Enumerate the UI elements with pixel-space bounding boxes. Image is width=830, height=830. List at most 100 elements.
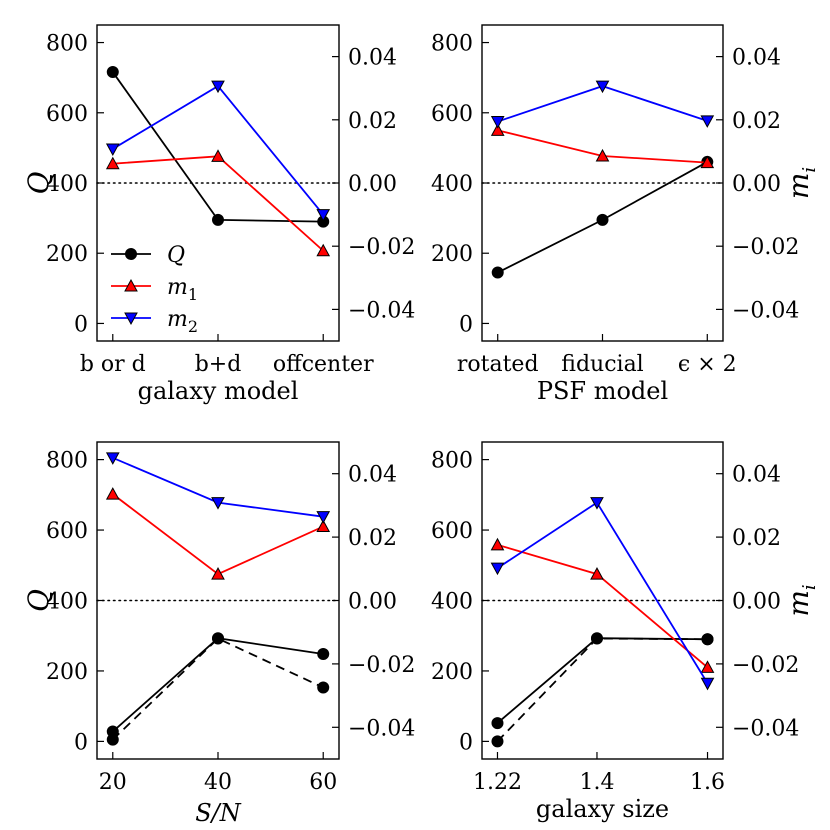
y2-axis-label: mi bbox=[782, 584, 820, 616]
y-tick-label: 600 bbox=[431, 102, 473, 127]
y-tick-label: 0 bbox=[74, 730, 88, 755]
y2-tick-label: 0.02 bbox=[348, 109, 397, 134]
legend-label: m2 bbox=[167, 307, 198, 336]
x-tick-label: 40 bbox=[204, 770, 232, 795]
x-axis-label: galaxy size bbox=[536, 795, 669, 823]
series-line-m2 bbox=[496, 501, 709, 684]
x-tick-label: offcenter bbox=[273, 352, 374, 377]
marker-m2 bbox=[316, 209, 331, 222]
y-tick-label: 600 bbox=[431, 519, 473, 544]
marker-m2 bbox=[490, 562, 505, 576]
y-tick-label: 800 bbox=[431, 32, 473, 57]
plot-frame bbox=[96, 24, 340, 342]
y2-tick-label: 0.00 bbox=[732, 590, 781, 615]
marker-m1 bbox=[490, 537, 505, 551]
x-tick-label: 20 bbox=[99, 770, 127, 795]
y2-tick-label: 0.04 bbox=[732, 463, 781, 488]
legend-label: Q bbox=[167, 243, 185, 268]
marker-m2 bbox=[211, 497, 225, 510]
x-tick-label: ϵ × 2 bbox=[678, 352, 737, 377]
y2-tick-label: 0.04 bbox=[348, 46, 397, 71]
series-line-q bbox=[496, 637, 708, 724]
y-tick-label: 0 bbox=[74, 312, 88, 337]
y-tick-label: 200 bbox=[431, 242, 473, 267]
marker-q bbox=[317, 648, 330, 661]
chart-panel-2: 0 200 400 600 800 0.04 0.02 0.00 −0.02 −0.04 rotat… bbox=[431, 24, 820, 405]
y2-tick-label: −0.04 bbox=[348, 716, 415, 741]
marker-q bbox=[212, 213, 224, 226]
plot-frame bbox=[96, 441, 340, 760]
marker-q bbox=[491, 266, 504, 279]
y-tick-label: 200 bbox=[431, 660, 473, 685]
marker-q-dashed- bbox=[317, 681, 330, 694]
marker-m2 bbox=[105, 452, 120, 465]
marker-m1 bbox=[316, 519, 331, 533]
x-tick-label: 60 bbox=[309, 770, 337, 795]
marker-q-dashed- bbox=[701, 633, 714, 646]
marker-m1 bbox=[316, 243, 331, 257]
y2-tick-label: 0.04 bbox=[348, 463, 397, 488]
y-tick-label: 400 bbox=[46, 590, 88, 615]
y-tick-label: 800 bbox=[431, 449, 473, 474]
y2-tick-label: −0.02 bbox=[732, 235, 799, 260]
y-tick-label: 200 bbox=[46, 660, 88, 685]
y-tick-label: 800 bbox=[46, 449, 88, 474]
y2-tick-label: −0.02 bbox=[732, 653, 799, 678]
y-tick-label: 0 bbox=[459, 312, 473, 337]
y2-tick-label: −0.02 bbox=[348, 235, 415, 260]
plot-frame bbox=[481, 441, 724, 760]
y2-tick-label: 0.00 bbox=[348, 590, 397, 615]
marker-m2 bbox=[700, 677, 715, 691]
marker-m2 bbox=[490, 116, 505, 129]
y-axis-label: Q bbox=[22, 589, 55, 612]
marker-m1 bbox=[105, 156, 120, 170]
marker-m2 bbox=[590, 497, 604, 510]
marker-m2 bbox=[211, 80, 225, 94]
legend-marker bbox=[124, 312, 138, 326]
chart-panel-1: 0 200 400 600 800 0.04 0.02 0.00 −0.02 −0.04 b or … bbox=[22, 24, 415, 405]
plot-frame bbox=[481, 24, 724, 342]
marker-m1 bbox=[595, 148, 610, 162]
marker-m1 bbox=[211, 149, 225, 162]
x-tick-label: fiducial bbox=[561, 352, 643, 377]
y2-axis-label: mi bbox=[782, 167, 820, 199]
y2-tick-label: −0.04 bbox=[732, 716, 799, 741]
marker-m2 bbox=[316, 511, 331, 524]
y2-tick-label: 0.00 bbox=[732, 172, 781, 197]
y2-tick-label: −0.02 bbox=[348, 653, 415, 678]
y2-tick-label: −0.04 bbox=[348, 298, 415, 323]
x-tick-label: 1.22 bbox=[473, 770, 522, 795]
marker-q-dashed- bbox=[590, 632, 603, 645]
marker-q-dashed- bbox=[491, 735, 504, 748]
marker-m2 bbox=[595, 80, 610, 94]
series-line-m1 bbox=[112, 155, 324, 252]
series-line-q bbox=[112, 637, 324, 733]
marker-m1 bbox=[700, 660, 715, 673]
series-line-q-dashed- bbox=[112, 637, 324, 741]
legend-label: m1 bbox=[167, 275, 198, 304]
y2-tick-label: 0.02 bbox=[732, 526, 781, 551]
x-axis-label: PSF model bbox=[537, 377, 668, 405]
marker-m1 bbox=[211, 567, 225, 580]
y2-tick-label: −0.04 bbox=[732, 298, 799, 323]
y-tick-label: 0 bbox=[459, 730, 473, 755]
series-line-q bbox=[112, 71, 324, 223]
marker-q-dashed- bbox=[212, 632, 224, 645]
y-tick-label: 400 bbox=[46, 172, 88, 197]
x-tick-label: b+d bbox=[195, 352, 242, 377]
x-tick-label: 1.4 bbox=[579, 770, 614, 795]
marker-m2 bbox=[105, 143, 120, 156]
series-line-m1 bbox=[497, 543, 709, 669]
y-tick-label: 200 bbox=[46, 242, 88, 267]
marker-m1 bbox=[590, 567, 604, 580]
marker-q bbox=[491, 717, 504, 730]
y-tick-label: 400 bbox=[431, 172, 473, 197]
marker-q-dashed- bbox=[106, 733, 119, 746]
y-axis-label: Q bbox=[22, 171, 55, 194]
chart-panel-4: 0 200 400 600 800 0.04 0.02 0.00 −0.02 −0.04 1.22 1… bbox=[431, 441, 820, 823]
y-tick-label: 400 bbox=[431, 590, 473, 615]
chart-panel-3: 0 200 400 600 800 0.04 0.02 0.00 −0.02 −0.04 20 40 6… bbox=[22, 441, 415, 827]
x-axis-label: S/N bbox=[195, 799, 242, 827]
y2-tick-label: 0.00 bbox=[348, 172, 397, 197]
